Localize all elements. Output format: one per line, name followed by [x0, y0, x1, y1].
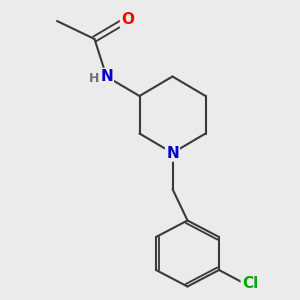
Text: Cl: Cl — [242, 276, 258, 291]
Text: H: H — [89, 71, 99, 85]
Text: N: N — [100, 69, 113, 84]
Text: O: O — [121, 12, 134, 27]
Text: N: N — [166, 146, 179, 160]
